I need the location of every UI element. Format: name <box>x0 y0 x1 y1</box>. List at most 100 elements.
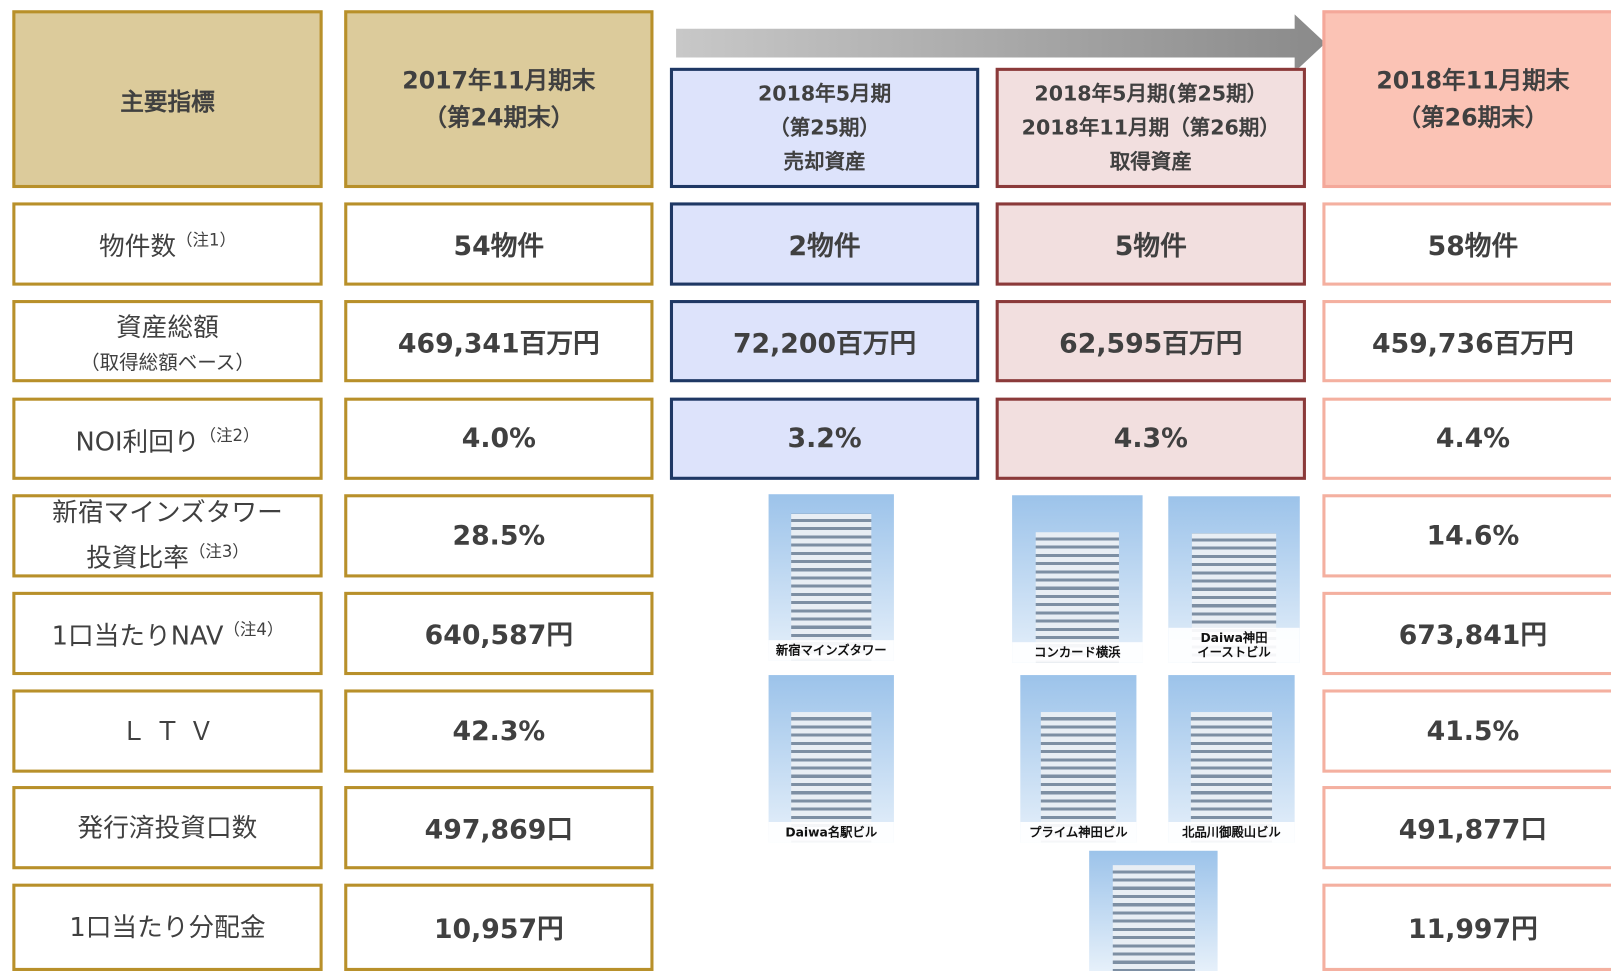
building-caption: Daiwa神田イーストビル <box>1168 628 1300 663</box>
caption-line: イーストビル <box>1168 645 1300 659</box>
cell: 11,997円 <box>1322 884 1611 971</box>
header-text: 取得資産 <box>1110 145 1192 179</box>
header-text: 2018年5月期(第25期） <box>1034 77 1267 111</box>
cell: 72,200百万円 <box>670 300 979 382</box>
arrow <box>673 12 1331 74</box>
cell: 42.3% <box>344 689 653 772</box>
building-photo: 北品川御殿山ビル <box>1168 675 1294 842</box>
cell: 主要指標 <box>12 10 322 188</box>
caption-line: Daiwa神田 <box>1168 631 1300 645</box>
building <box>791 514 871 660</box>
header-text: （第26期末） <box>1397 99 1548 136</box>
building-photo: コンカード横浜 <box>1012 495 1142 662</box>
cell: 1口当たりNAV（注4） <box>12 592 322 675</box>
cell: 2018年11月期末（第26期末） <box>1322 10 1611 188</box>
building-caption: Daiwa名駅ビル <box>769 822 894 843</box>
building-photo: プライム神田ビル <box>1020 675 1136 842</box>
row-value: 4.3% <box>1114 423 1188 454</box>
row-value: 3.2% <box>788 423 862 454</box>
building-photo: Daiwa名駅ビル <box>769 675 894 842</box>
slide: 主要指標2017年11月期末（第24期末）2018年5月期（第25期）売却資産2… <box>0 0 1611 966</box>
row-label: （取得総額ベース） <box>80 347 255 375</box>
row-value: 4.0% <box>462 423 536 454</box>
row-value: 469,341百万円 <box>398 322 600 360</box>
header-label: 主要指標 <box>120 82 215 117</box>
row-label: Ｌ Ｔ Ｖ <box>121 712 214 751</box>
row-value: 459,736百万円 <box>1372 322 1574 360</box>
cell: 4.4% <box>1322 398 1611 480</box>
cell: 640,587円 <box>344 592 653 675</box>
cell: 2物件 <box>670 202 979 285</box>
row-value: 491,877口 <box>1399 809 1547 847</box>
row-value: 58物件 <box>1428 225 1519 263</box>
row-label: 発行済投資口数 <box>78 808 258 847</box>
building-photo: 新宿マインズタワー <box>769 494 894 660</box>
header-text: （第25期） <box>769 111 880 145</box>
row-value: 41.5% <box>1427 716 1520 747</box>
building-caption: コンカード横浜 <box>1012 642 1142 663</box>
row-value: 673,841円 <box>1399 614 1547 652</box>
header-text: 2018年5月期 <box>758 77 891 111</box>
cell: 4.3% <box>996 398 1306 480</box>
row-value: 62,595百万円 <box>1059 322 1242 360</box>
page: 主要指標2017年11月期末（第24期末）2018年5月期（第25期）売却資産2… <box>0 0 1611 966</box>
cell: 469,341百万円 <box>344 300 653 382</box>
cell: NOI利回り（注2） <box>12 398 322 480</box>
row-value: 14.6% <box>1427 520 1520 551</box>
row-value: 72,200百万円 <box>733 322 916 360</box>
cell: 3.2% <box>670 398 979 480</box>
row-value: 42.3% <box>453 716 546 747</box>
row-value: 4.4% <box>1436 423 1510 454</box>
row-value: 640,587円 <box>425 614 573 652</box>
row-label: 1口当たりNAV（注4） <box>52 611 284 657</box>
header-text: （第24期末） <box>423 99 574 136</box>
cell: 発行済投資口数 <box>12 786 322 869</box>
header-text: 2018年11月期末 <box>1376 62 1569 99</box>
cell: 459,736百万円 <box>1322 300 1611 382</box>
cell: 491,877口 <box>1322 786 1611 869</box>
row-value: 28.5% <box>453 520 546 551</box>
cell: 62,595百万円 <box>996 300 1306 382</box>
cell: Ｌ Ｔ Ｖ <box>12 689 322 772</box>
row-value: 2物件 <box>789 225 861 263</box>
cell: 資産総額（取得総額ベース） <box>12 300 322 382</box>
cell: 物件数（注1） <box>12 202 322 285</box>
cell: 2017年11月期末（第24期末） <box>344 10 653 188</box>
cell: 1口当たり分配金 <box>12 884 322 971</box>
row-value: 5物件 <box>1115 225 1187 263</box>
row-value: 54物件 <box>454 225 545 263</box>
note: （注4） <box>223 620 283 640</box>
cell: 28.5% <box>344 494 653 577</box>
cell: 2018年5月期（第25期）売却資産 <box>670 68 979 188</box>
header-text: 売却資産 <box>783 145 865 179</box>
row-value: 11,997円 <box>1408 908 1538 946</box>
cell: 4.0% <box>344 398 653 480</box>
cell: 10,957円 <box>344 884 653 971</box>
cell: 54物件 <box>344 202 653 285</box>
building-caption: 新宿マインズタワー <box>769 640 894 661</box>
cell: 14.6% <box>1322 494 1611 577</box>
building-photo <box>1089 851 1217 971</box>
cell: 58物件 <box>1322 202 1611 285</box>
cell: 5物件 <box>996 202 1306 285</box>
building-caption: 北品川御殿山ビル <box>1168 822 1294 843</box>
note: （注1） <box>176 230 236 250</box>
note: （注3） <box>189 542 249 562</box>
header-text: 2018年11月期（第26期） <box>1022 111 1280 145</box>
row-label: 新宿マインズタワー <box>52 494 283 533</box>
cell: 41.5% <box>1322 689 1611 772</box>
header-text: 2017年11月期末 <box>402 62 595 99</box>
building-caption: プライム神田ビル <box>1020 822 1136 843</box>
row-label: 資産総額 <box>116 308 219 347</box>
cell: 497,869口 <box>344 786 653 869</box>
row-value: 497,869口 <box>425 809 573 847</box>
building <box>1112 865 1194 971</box>
cell: 新宿マインズタワー投資比率（注3） <box>12 494 322 577</box>
building-photo: Daiwa神田イーストビル <box>1168 496 1300 662</box>
row-label: 物件数（注1） <box>99 221 236 267</box>
row-label: NOI利回り（注2） <box>76 416 260 462</box>
cell: 2018年5月期(第25期）2018年11月期（第26期）取得資産 <box>996 68 1306 188</box>
row-label: 投資比率（注3） <box>86 533 249 579</box>
cell: 673,841円 <box>1322 592 1611 675</box>
row-label: 1口当たり分配金 <box>69 908 265 947</box>
